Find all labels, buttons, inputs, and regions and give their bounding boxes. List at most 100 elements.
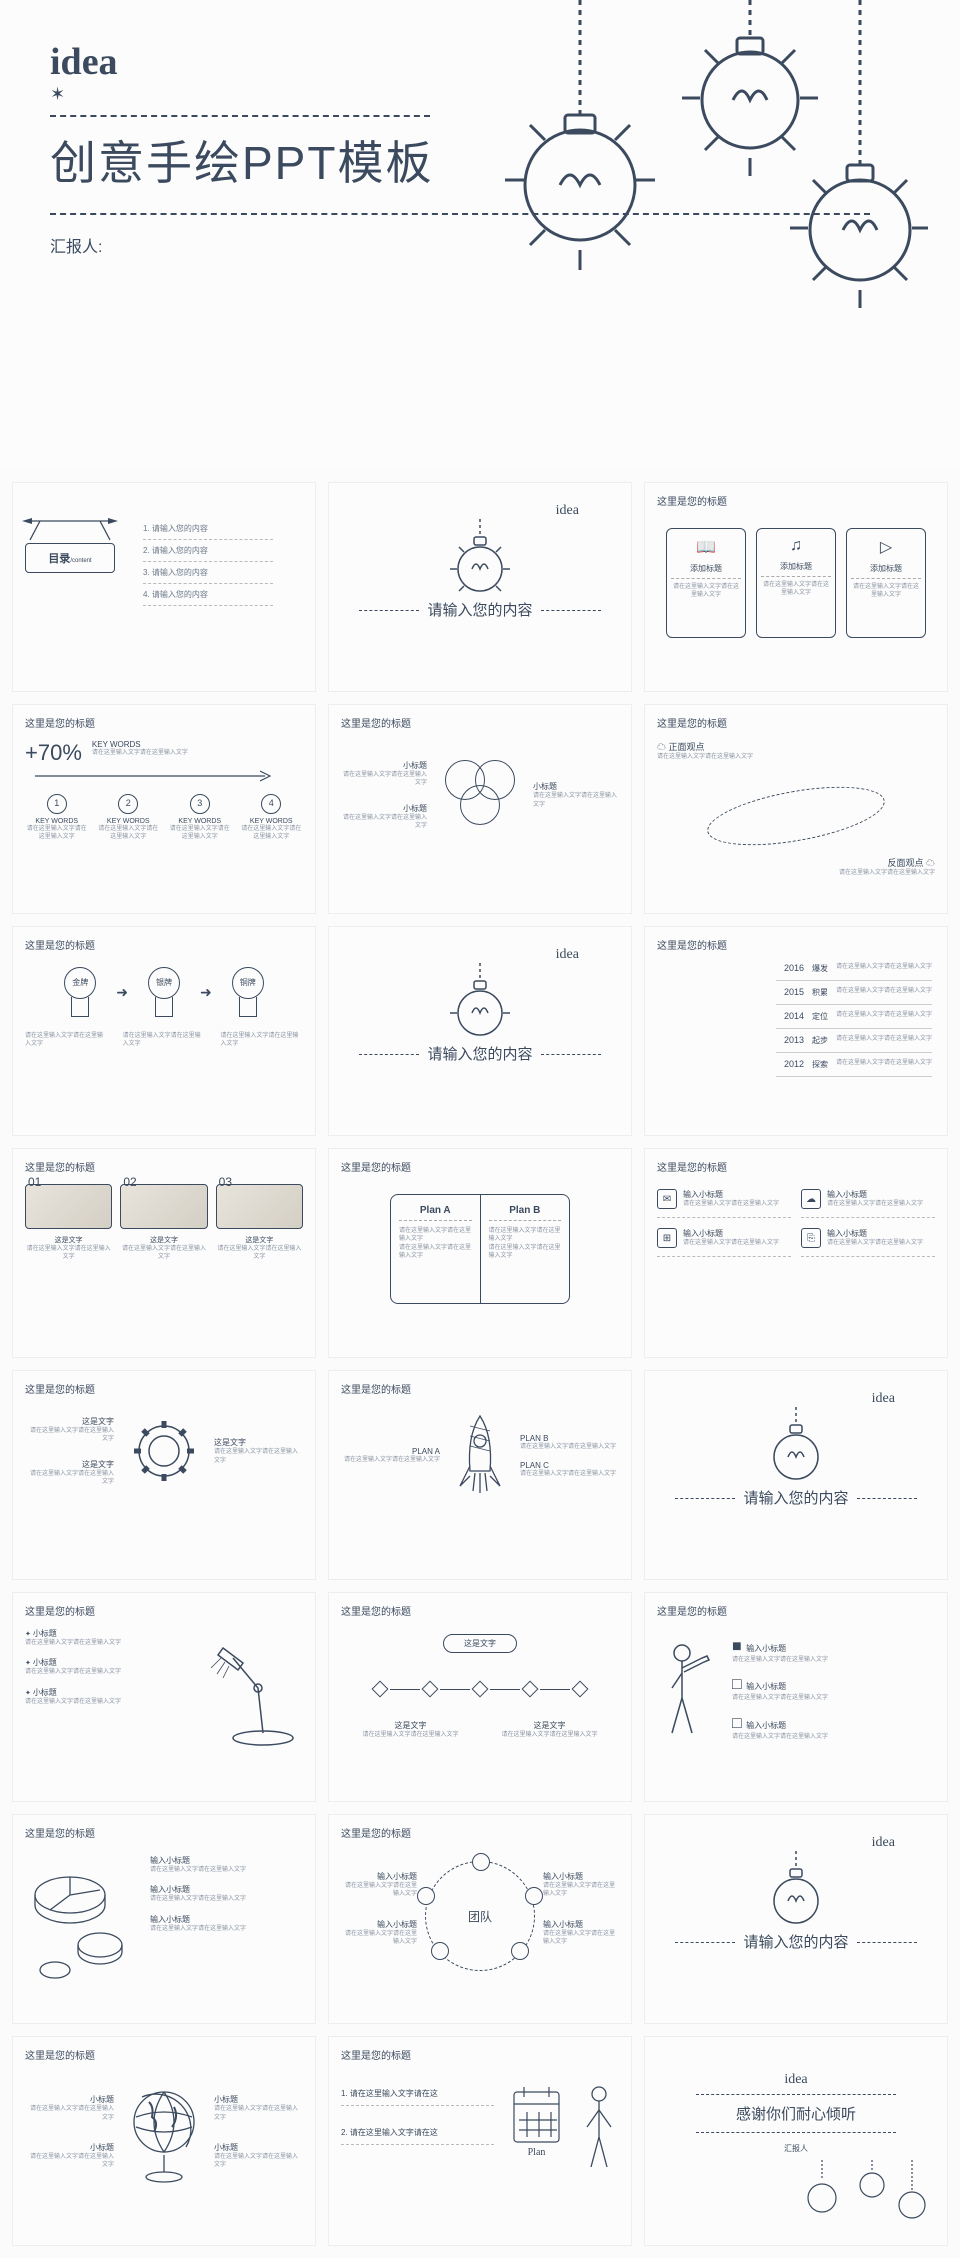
telescope-person-icon bbox=[657, 1638, 717, 1738]
slide-title: 这里是您的标题 bbox=[657, 493, 935, 508]
bulb-icon bbox=[445, 519, 515, 599]
slide-grid: 目录/content 1. 请输入您的内容 2. 请输入您的内容 3. 请输入您… bbox=[0, 470, 960, 2258]
person-icon bbox=[431, 1942, 449, 1960]
cover-slide: idea ✶ 创意手绘PPT模板 汇报人: bbox=[0, 0, 960, 470]
grid-icon: ⊞ bbox=[657, 1228, 677, 1248]
bulbs-small-icon bbox=[792, 2160, 942, 2240]
toc-list: 1. 请输入您的内容 2. 请输入您的内容 3. 请输入您的内容 4. 请输入您… bbox=[143, 518, 273, 606]
slide-globe: 这里是您的标题 小标题请在这里输入文字请在这里输入文字小标题请在这里输入文字请在… bbox=[12, 2036, 316, 2246]
slide-title: 这里是您的标题 bbox=[25, 715, 303, 730]
slide-section-3: idea 请输入您的内容 bbox=[644, 1370, 948, 1580]
slide-timeline: 这里是您的标题 2016爆发请在这里输入文字请在这里输入文字 2015积累请在这… bbox=[644, 926, 948, 1136]
slide-toc: 目录/content 1. 请输入您的内容 2. 请输入您的内容 3. 请输入您… bbox=[12, 482, 316, 692]
slide-pie: 这里是您的标题 输入小标题请在这里输入文字请在这里输入文字 输入小标题请在这里输… bbox=[12, 1814, 316, 2024]
toc-item: 3. 请输入您的内容 bbox=[143, 562, 273, 584]
idea-small: idea bbox=[341, 503, 619, 519]
slide-title: 这里是您的标题 bbox=[25, 937, 303, 952]
slide-section-4: idea 请输入您的内容 bbox=[644, 1814, 948, 2024]
slide-title: 这里是您的标题 bbox=[25, 1159, 303, 1174]
toc-item: 2. 请输入您的内容 bbox=[143, 540, 273, 562]
slide-title: 这里是您的标题 bbox=[657, 1603, 935, 1618]
slide-section-2: idea 请输入您的内容 bbox=[328, 926, 632, 1136]
mail-icon: ✉ bbox=[657, 1189, 677, 1209]
slide-icon-grid: 这里是您的标题 ✉输入小标题请在这里输入文字请在这里输入文字 ☁输入小标题请在这… bbox=[644, 1148, 948, 1358]
slide-title: 这里是您的标题 bbox=[25, 1825, 303, 1840]
book-icon: Plan A请在这里输入文字请在这里输入文字请在这里输入文字请在这里输入文字 P… bbox=[390, 1194, 570, 1304]
person-icon bbox=[511, 1942, 529, 1960]
info-box: 📖添加标题请在这里输入文字请在这里输入文字 bbox=[666, 528, 746, 638]
arrow-icon: ➜ bbox=[200, 984, 212, 1001]
person-icon bbox=[417, 1887, 435, 1905]
book-icon: 📖 bbox=[671, 537, 741, 557]
image-placeholder: 02 bbox=[120, 1184, 207, 1229]
bulb-icon bbox=[445, 963, 515, 1043]
slide-team: 这里是您的标题 输入小标题请在这里输入文字请在这里输入文字输入小标题请在这里输入… bbox=[328, 1814, 632, 2024]
toc-item: 4. 请输入您的内容 bbox=[143, 584, 273, 606]
person-icon bbox=[472, 1853, 490, 1871]
pie-chart-icon bbox=[25, 1855, 135, 1985]
slide-stats: 这里是您的标题 +70% KEY WORDS请在这里输入文字请在这里输入文字 1… bbox=[12, 704, 316, 914]
flow-diagram bbox=[341, 1683, 619, 1695]
slide-title: 这里是您的标题 bbox=[657, 1159, 935, 1174]
medal-bronze: 铜牌 bbox=[232, 967, 264, 1017]
globe-icon bbox=[124, 2077, 204, 2187]
cloud-icon: ☁ bbox=[801, 1189, 821, 1209]
section-label: 请输入您的内容 bbox=[427, 602, 532, 619]
copy-icon: ⎘ bbox=[801, 1228, 821, 1248]
slide-flow: 这里是您的标题 这是文字 这是文字请在这里输入文字请在这里输入文字 这是文字请在… bbox=[328, 1592, 632, 1802]
arrow-icon: ➜ bbox=[116, 984, 128, 1001]
arrow-path-icon bbox=[25, 766, 285, 786]
slide-gear: 这里是您的标题 这是文字请在这里输入文字请在这里输入文字这是文字请在这里输入文字… bbox=[12, 1370, 316, 1580]
hanging-bulbs-icon bbox=[430, 0, 930, 380]
sign-hanger-icon bbox=[20, 518, 120, 543]
image-placeholder: 01 bbox=[25, 1184, 112, 1229]
slide-title: 这里是您的标题 bbox=[341, 715, 619, 730]
info-box: ♫添加标题请在这里输入文字请在这里输入文字 bbox=[756, 528, 836, 638]
slide-book: 这里是您的标题 Plan A请在这里输入文字请在这里输入文字请在这里输入文字请在… bbox=[328, 1148, 632, 1358]
info-box: ▷添加标题请在这里输入文字请在这里输入文字 bbox=[846, 528, 926, 638]
slide-lookout: 这里是您的标题 ■ 输入小标题请在这里输入文字请在这里输入文字 □ 输入小标题请… bbox=[644, 1592, 948, 1802]
slide-images: 这里是您的标题 01这是文字请在这里输入文字请在这里输入文字 02这是文字请在这… bbox=[12, 1148, 316, 1358]
big-percentage: +70% bbox=[25, 740, 82, 766]
toc-sign: 目录/content bbox=[25, 523, 115, 583]
medal-gold: 金牌 bbox=[64, 967, 96, 1017]
slide-checklist: 这里是您的标题 1. 请在这里输入文字请在这 2. 请在这里输入文字请在这 Pl… bbox=[328, 2036, 632, 2246]
slide-title: 这里是您的标题 bbox=[25, 1603, 303, 1618]
slide-three-box: 这里是您的标题 📖添加标题请在这里输入文字请在这里输入文字 ♫添加标题请在这里输… bbox=[644, 482, 948, 692]
slide-title: 这里是您的标题 bbox=[341, 1825, 619, 1840]
check-item: 1. 请在这里输入文字请在这 bbox=[341, 2082, 494, 2106]
thanks-message: 感谢你们耐心倾听 bbox=[657, 2103, 935, 2124]
slide-title: 这里是您的标题 bbox=[341, 1159, 619, 1174]
rocket-icon bbox=[455, 1411, 505, 1501]
image-placeholder: 03 bbox=[216, 1184, 303, 1229]
slide-title: 这里是您的标题 bbox=[25, 2047, 303, 2062]
stick-figure-icon bbox=[579, 2082, 619, 2172]
calendar-icon bbox=[509, 2082, 564, 2147]
desk-lamp-icon bbox=[203, 1628, 303, 1748]
slide-viewpoints: 这里是您的标题 ☁ 正面观点 请在这里输入文字请在这里输入文字 反面观点 ☁ 请… bbox=[644, 704, 948, 914]
venn-diagram bbox=[435, 760, 525, 830]
music-icon: ♫ bbox=[761, 537, 831, 555]
dashed-rule bbox=[50, 115, 430, 117]
play-icon: ▷ bbox=[851, 537, 921, 557]
positive-label: 正面观点 bbox=[669, 742, 705, 752]
slide-title: 这里是您的标题 bbox=[341, 1381, 619, 1396]
slide-title: 这里是您的标题 bbox=[341, 1603, 619, 1618]
slide-section-1: idea 请输入您的内容 bbox=[328, 482, 632, 692]
check-item: 2. 请在这里输入文字请在这 bbox=[341, 2121, 494, 2145]
negative-label: 反面观点 bbox=[887, 858, 923, 868]
slide-title: 这里是您的标题 bbox=[341, 2047, 619, 2062]
slide-rocket: 这里是您的标题 PLAN A请在这里输入文字请在这里输入文字 PLAN B请在这… bbox=[328, 1370, 632, 1580]
pencil-icon bbox=[703, 776, 889, 856]
slide-thanks: idea 感谢你们耐心倾听 汇报人 bbox=[644, 2036, 948, 2246]
slide-lamp: 这里是您的标题 ✦ 小标题请在这里输入文字请在这里输入文字 ✦ 小标题请在这里输… bbox=[12, 1592, 316, 1802]
toc-sign-text: 目录 bbox=[48, 553, 70, 565]
slide-title: 这里是您的标题 bbox=[657, 937, 935, 952]
slide-venn: 这里是您的标题 小标题请在这里输入文字请在这里输入文字 小标题请在这里输入文字请… bbox=[328, 704, 632, 914]
team-circle: 团队 bbox=[425, 1861, 535, 1971]
slide-title: 这里是您的标题 bbox=[25, 1381, 303, 1396]
flow-top-label: 这是文字 bbox=[443, 1634, 517, 1653]
bulb-icon bbox=[761, 1851, 831, 1931]
gear-icon bbox=[129, 1416, 199, 1486]
medal-silver: 银牌 bbox=[148, 967, 180, 1017]
